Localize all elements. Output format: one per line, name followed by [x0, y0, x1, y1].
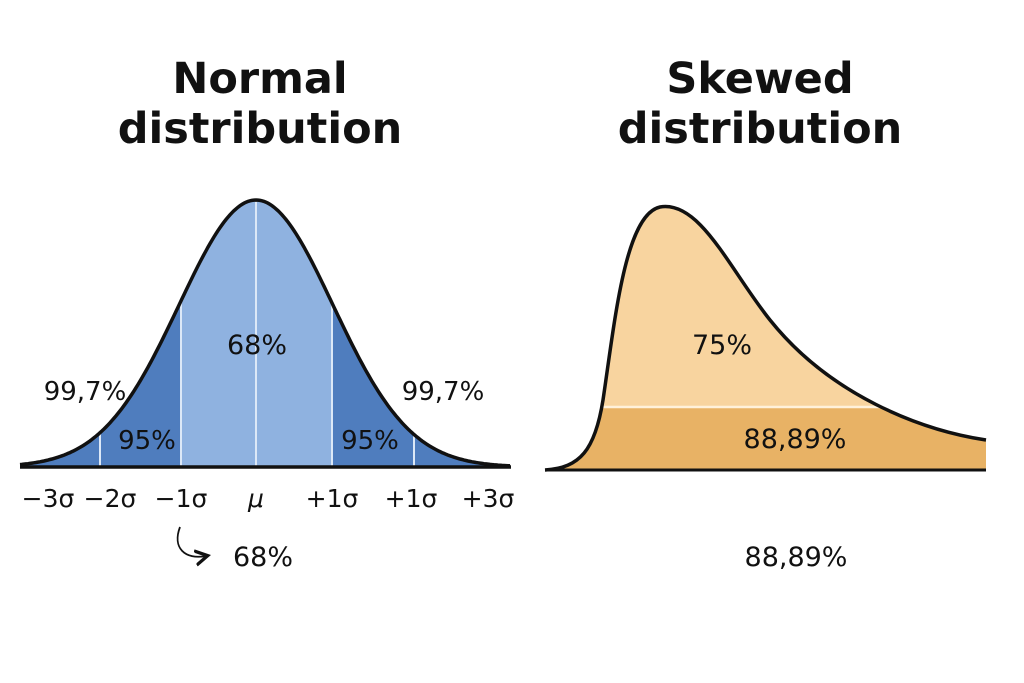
- skewed-title-line-2: distribution: [617, 104, 903, 154]
- normal-distribution-title: Normal distribution: [60, 54, 460, 154]
- normal-68-label: 68%: [227, 330, 287, 361]
- skewed-title-line-1: Skewed: [666, 54, 854, 104]
- normal-axis-ticks: −3σ −2σ −1σ μ +1σ +1σ +3σ: [22, 484, 515, 513]
- skewed-below-label: 88,89%: [745, 542, 848, 573]
- skewed-88-89-label: 88,89%: [744, 424, 847, 455]
- axis-tick-plus-3sigma: +3σ: [462, 484, 515, 513]
- axis-tick-mean: μ: [247, 484, 264, 513]
- skewed-curve-outline: [544, 204, 987, 472]
- callout-arrow-icon: [176, 526, 206, 557]
- normal-title-line-1: Normal: [172, 54, 348, 104]
- axis-tick-plus-1sigma: +1σ: [306, 484, 359, 513]
- normal-99-7-label-left: 99,7%: [44, 377, 127, 407]
- skewed-75-label: 75%: [692, 330, 752, 361]
- axis-tick-minus-1sigma: −1σ: [155, 484, 208, 513]
- normal-95-label-left: 95%: [118, 426, 176, 456]
- normal-callout-label: 68%: [233, 542, 293, 573]
- skewed-upper-band: [545, 206, 986, 407]
- normal-99-7-label-right: 99,7%: [402, 377, 485, 407]
- axis-tick-minus-3sigma: −3σ: [22, 484, 75, 513]
- normal-95-label-right: 95%: [341, 426, 399, 456]
- skewed-distribution-title: Skewed distribution: [560, 54, 960, 154]
- axis-tick-plus-1sigma-second: +1σ: [385, 484, 438, 513]
- normal-title-line-2: distribution: [117, 104, 403, 154]
- axis-tick-minus-2sigma: −2σ: [84, 484, 137, 513]
- normal-curve-outline: [19, 198, 511, 468]
